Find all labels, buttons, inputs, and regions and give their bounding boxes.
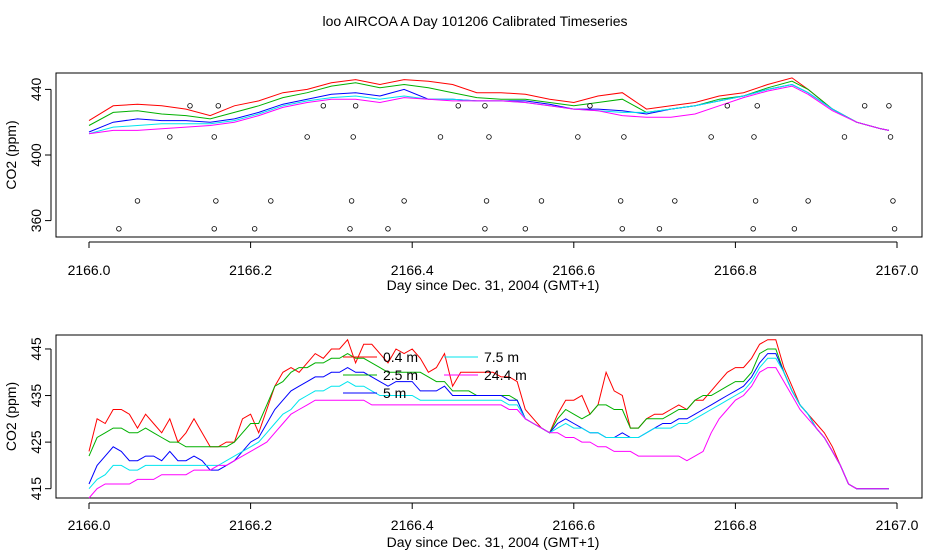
bottom-y-tick-label: 415: [28, 477, 44, 501]
bottom-x-tick-label: 2167.0: [876, 517, 919, 533]
top-data-point: [482, 103, 488, 109]
legend-label-24-4-m: 24.4 m: [484, 367, 527, 383]
bottom-y-tick-label: 445: [28, 337, 44, 361]
top-data-point: [891, 226, 898, 232]
bottom-series-5-m: [88, 353, 889, 490]
top-data-point: [347, 226, 353, 232]
top-series-2-5-m: [88, 80, 889, 131]
legend-label-7-5-m: 7.5 m: [484, 349, 519, 365]
top-data-point: [619, 226, 625, 232]
top-data-point: [890, 198, 896, 204]
top-y-tick-label: 360: [28, 209, 44, 233]
top-x-tick-label: 2166.0: [68, 262, 111, 278]
top-data-point: [350, 134, 356, 140]
top-data-point: [538, 198, 545, 204]
top-data-point: [751, 134, 757, 140]
top-data-point: [251, 226, 258, 232]
top-data-point: [887, 134, 894, 140]
top-data-point: [752, 198, 759, 204]
top-y-tick-label: 440: [28, 78, 44, 102]
legend-label-2-5-m: 2.5 m: [383, 367, 418, 383]
top-data-point: [437, 134, 444, 140]
top-data-point: [187, 103, 193, 109]
bottom-series-24-4-m: [88, 367, 889, 499]
top-data-point: [304, 134, 310, 140]
bottom-series-7-5-m: [88, 357, 889, 490]
top-data-point: [672, 198, 678, 204]
top-data-point: [455, 103, 461, 109]
top-data-point: [352, 103, 359, 109]
top-data-point: [861, 103, 868, 109]
top-series-7-5-m: [88, 83, 889, 135]
top-data-point: [708, 134, 714, 140]
bottom-x-tick-label: 2166.4: [391, 517, 434, 533]
bottom-plot-frame: [55, 334, 923, 499]
top-x-tick-label: 2166.2: [229, 262, 272, 278]
bottom-x-tick-label: 2166.6: [552, 517, 595, 533]
top-data-point: [320, 103, 327, 109]
top-x-tick-label: 2166.8: [714, 262, 757, 278]
top-data-point: [617, 198, 624, 204]
top-data-point: [805, 198, 811, 204]
bottom-x-tick-label: 2166.2: [229, 517, 272, 533]
bottom-y-tick-label: 425: [28, 430, 44, 454]
bottom-x-axis-label: Day since Dec. 31, 2004 (GMT+1): [387, 534, 600, 550]
top-x-tick-label: 2166.6: [552, 262, 595, 278]
bottom-panel: 2166.0 2166.2 2166.4 2166.6 2166.8 2167.0 415 4…: [3, 334, 923, 550]
top-data-point: [211, 134, 217, 140]
top-series-5-m: [88, 83, 889, 133]
top-data-point: [791, 226, 798, 232]
top-data-point: [348, 198, 355, 204]
top-data-point: [575, 134, 581, 140]
top-data-point: [886, 103, 892, 109]
top-series-0-4-m: [88, 77, 889, 131]
top-data-point: [268, 198, 274, 204]
top-data-point: [754, 103, 760, 109]
legend-label-0-4-m: 0.4 m: [383, 349, 418, 365]
chart-title: loo AIRCOA A Day 101206 Calibrated Times…: [322, 13, 627, 29]
top-data-point: [211, 226, 217, 232]
bottom-x-tick-label: 2166.8: [714, 517, 757, 533]
top-data-point: [483, 198, 490, 204]
top-panel: 2166.0 2166.2 2166.4 2166.6 2166.8 2167.0 360 4…: [3, 72, 923, 293]
top-data-point: [724, 103, 731, 109]
top-series-24-4-m: [88, 85, 889, 135]
top-data-point: [482, 226, 488, 232]
top-data-point: [385, 226, 391, 232]
legend-label-5-m: 5 m: [383, 385, 406, 401]
top-data-point: [621, 134, 627, 140]
top-data-point: [401, 198, 407, 204]
top-data-point: [656, 226, 663, 232]
top-y-tick-label: 400: [28, 143, 44, 167]
top-data-point: [215, 103, 221, 109]
legend: 0.4 m 2.5 m 5 m 7.5 m 24.4 m: [343, 349, 527, 401]
top-y-axis-label: CO2 (ppm): [3, 120, 19, 189]
top-data-point: [486, 134, 492, 140]
top-data-point: [167, 134, 173, 140]
top-data-point: [134, 198, 141, 204]
top-data-point: [116, 226, 122, 232]
top-data-point: [522, 226, 529, 232]
bottom-series-0-4-m: [88, 338, 889, 490]
bottom-y-axis-label: CO2 (ppm): [3, 382, 19, 451]
bottom-y-tick-label: 435: [28, 384, 44, 408]
top-data-point: [213, 198, 219, 204]
bottom-x-tick-label: 2166.0: [68, 517, 111, 533]
top-x-axis-label: Day since Dec. 31, 2004 (GMT+1): [387, 277, 600, 293]
top-data-point: [750, 226, 756, 232]
top-plot-frame: [55, 72, 923, 238]
top-data-point: [841, 134, 848, 140]
top-data-point: [587, 103, 593, 109]
top-x-tick-label: 2167.0: [876, 262, 919, 278]
top-x-tick-label: 2166.4: [391, 262, 434, 278]
